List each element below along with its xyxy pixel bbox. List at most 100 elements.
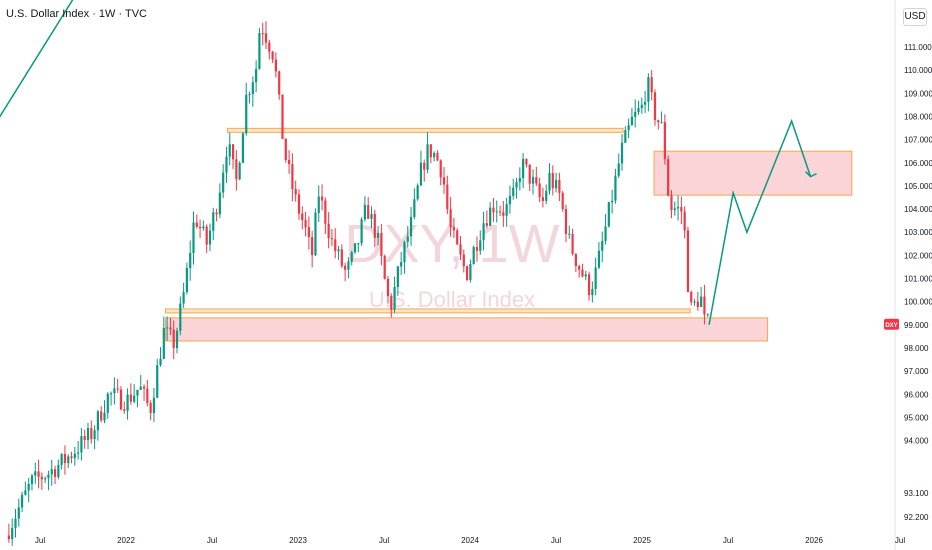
candle-body	[571, 233, 574, 254]
candle-body	[294, 189, 297, 195]
candle-body	[670, 195, 673, 211]
candle-body	[574, 253, 577, 267]
candle-body	[406, 236, 409, 242]
candle-body	[376, 233, 380, 238]
candle-body	[426, 144, 429, 170]
candle-body	[545, 190, 548, 201]
candle-body	[175, 330, 179, 349]
candle-body	[17, 507, 20, 519]
zones-layer	[165, 150, 853, 342]
candle-body	[40, 476, 43, 480]
price-tag-badge	[884, 318, 899, 330]
candle-body	[80, 436, 83, 453]
candle-body	[350, 252, 353, 262]
candle-body	[429, 144, 432, 158]
candle-body	[215, 212, 218, 215]
candle-body	[660, 122, 663, 124]
candle-body	[202, 226, 205, 229]
candle-body	[258, 33, 261, 69]
level-upper-channel	[226, 127, 624, 133]
candle-body	[162, 327, 165, 359]
candle-body	[373, 213, 376, 238]
candle-body	[60, 453, 63, 465]
candle-body	[320, 196, 324, 201]
candle-body	[416, 185, 419, 200]
candle-body	[228, 144, 231, 157]
candle-body	[515, 182, 518, 188]
candle-body	[57, 464, 60, 477]
price-tick-label: 111.000	[904, 43, 932, 52]
candle-body	[106, 393, 109, 413]
candle-body	[620, 142, 624, 164]
candle-body	[330, 238, 334, 240]
candle-body	[314, 212, 317, 256]
candle-body	[436, 153, 439, 161]
candle-body	[119, 389, 123, 410]
price-tick-label: 92.200	[904, 513, 929, 522]
candle-body	[587, 274, 591, 296]
candle-body	[647, 77, 650, 102]
candle-body	[166, 327, 169, 329]
time-tick-label: Jul	[207, 536, 217, 545]
candle-body	[103, 412, 106, 421]
last-price-tag: DXY	[884, 318, 899, 330]
candle-body	[495, 211, 498, 213]
candle-body	[568, 233, 571, 235]
candle-body	[123, 409, 126, 411]
candle-body	[558, 180, 561, 193]
time-tick-label: Jul	[895, 536, 905, 545]
candle-body	[337, 249, 340, 252]
time-tick-label: 2024	[461, 536, 479, 545]
candle-body	[640, 104, 643, 109]
candle-body	[311, 236, 314, 256]
candle-body	[297, 194, 301, 214]
candle-body	[70, 456, 73, 458]
candle-body	[439, 160, 442, 178]
candle-body	[360, 219, 363, 244]
candle-body	[172, 329, 175, 349]
candle-body	[152, 397, 156, 414]
candle-body	[522, 158, 525, 179]
candle-body	[156, 365, 159, 398]
candle-body	[469, 264, 472, 280]
candle-body	[400, 262, 403, 267]
candle-body	[634, 112, 637, 117]
price-tick-label: 93.100	[904, 489, 929, 498]
candles-layer	[7, 21, 709, 546]
currency-button[interactable]: USD	[903, 8, 927, 26]
price-tick-label: 106.000	[904, 159, 932, 168]
candle-body	[419, 162, 423, 186]
candle-body	[363, 205, 367, 220]
candle-body	[449, 209, 452, 227]
candle-body	[93, 430, 96, 440]
candle-body	[643, 101, 647, 105]
candle-body	[334, 239, 337, 252]
candle-body	[231, 144, 235, 160]
candle-body	[271, 51, 274, 60]
candle-body	[100, 411, 103, 421]
watermark-name: U.S. Dollar Index	[369, 287, 535, 312]
price-tick-label: 105.000	[904, 182, 932, 191]
candle-body	[198, 226, 202, 229]
candle-body	[251, 82, 254, 95]
price-axis[interactable]: 111.000 110.000 109.000 108.000 107.000 106.0…	[894, 0, 932, 550]
candle-body	[498, 211, 502, 213]
candle-body	[20, 494, 24, 508]
price-tick-label: 109.000	[904, 89, 932, 98]
watermark: DXY, 1W U.S. Dollar Index	[344, 214, 559, 312]
time-axis[interactable]: Jul 2022 Jul 2023 Jul 2024 Jul 2025 Jul 2026 Jul	[35, 536, 905, 545]
candle-body	[11, 527, 14, 540]
price-tick-label: 95.000	[904, 413, 929, 422]
candle-body	[109, 393, 113, 395]
candle-body	[261, 33, 264, 35]
candle-body	[637, 108, 640, 113]
candle-body	[278, 71, 281, 95]
candle-body	[653, 92, 657, 121]
candle-body	[222, 172, 225, 193]
candle-body	[680, 207, 683, 212]
watermark-symbol: DXY, 1W	[344, 214, 559, 274]
time-tick-label: Jul	[723, 536, 733, 545]
candle-body	[485, 223, 488, 226]
candle-body	[205, 226, 208, 245]
